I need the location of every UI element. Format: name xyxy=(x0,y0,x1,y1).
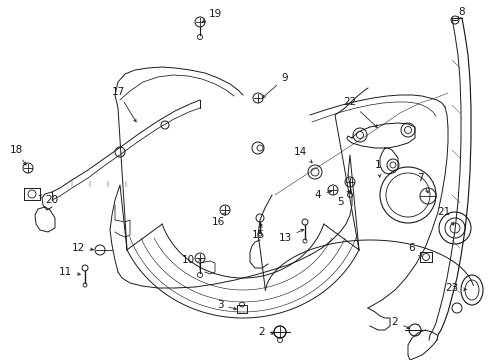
Text: 6: 6 xyxy=(408,243,421,256)
Text: 12: 12 xyxy=(71,243,93,253)
Text: 11: 11 xyxy=(58,267,80,277)
Text: 3: 3 xyxy=(216,300,236,310)
Text: 14: 14 xyxy=(293,147,312,163)
Text: 19: 19 xyxy=(203,9,221,22)
Text: 20: 20 xyxy=(40,195,59,205)
Text: 8: 8 xyxy=(457,7,465,20)
Text: 18: 18 xyxy=(9,145,26,165)
Text: 2: 2 xyxy=(258,327,274,337)
Text: 4: 4 xyxy=(314,190,331,200)
Text: 13: 13 xyxy=(278,229,303,243)
Text: 9: 9 xyxy=(262,73,288,98)
Text: 16: 16 xyxy=(211,212,225,227)
Text: 22: 22 xyxy=(343,97,377,127)
Text: 1: 1 xyxy=(374,160,381,177)
Text: 5: 5 xyxy=(336,191,349,207)
Text: 23: 23 xyxy=(445,283,466,293)
Text: 7: 7 xyxy=(416,173,427,193)
Text: 10: 10 xyxy=(181,255,201,265)
Text: 17: 17 xyxy=(111,87,136,122)
Bar xyxy=(237,305,246,313)
Text: 15: 15 xyxy=(251,225,264,240)
Text: 2: 2 xyxy=(391,317,409,329)
Text: 21: 21 xyxy=(436,207,453,225)
